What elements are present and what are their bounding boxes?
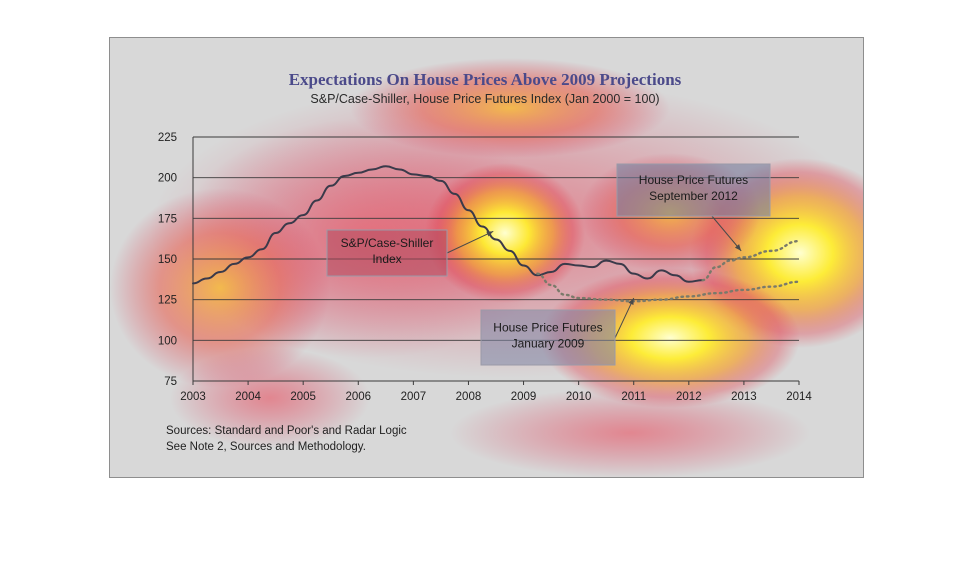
heatmap-overlay — [110, 58, 863, 477]
x-tick-2004: 2004 — [235, 391, 261, 403]
x-tick-2009: 2009 — [511, 391, 537, 403]
x-tick-2014: 2014 — [786, 391, 812, 403]
callout-text-futures-2012-0: House Price Futures — [639, 173, 748, 187]
callout-futures-2009: House Price Futures January 2009 — [480, 297, 635, 366]
x-tick-2006: 2006 — [345, 391, 371, 403]
x-tick-2011: 2011 — [621, 391, 646, 403]
callout-pointer-case-shiller — [446, 230, 494, 254]
chart-title: Expectations On House Prices Above 2009 … — [289, 70, 682, 89]
chart-frame: Expectations On House Prices Above 2009 … — [109, 37, 864, 478]
callout-case-shiller: S&P/Case-Shiller Index — [326, 229, 494, 277]
callout-text-case-shiller-0: S&P/Case-Shiller — [341, 236, 434, 250]
callout-text-futures-2009-0: House Price Futures — [493, 321, 602, 335]
y-tick-125: 125 — [158, 295, 177, 307]
y-tick-175: 175 — [158, 213, 177, 225]
sources-note: Sources: Standard and Poor's and Radar L… — [166, 425, 407, 437]
callout-pointer-futures-2009 — [614, 297, 635, 339]
x-tick-2005: 2005 — [290, 391, 316, 403]
x-axis: 2003 2004 2005 2006 2007 2008 2009 2010 2011 2012… — [180, 380, 812, 403]
y-tick-75: 75 — [164, 376, 177, 388]
series-line-2 — [536, 272, 801, 303]
callout-pointer-futures-2012 — [711, 215, 742, 252]
x-tick-2003: 2003 — [180, 391, 206, 403]
callout-box-futures-2012 — [616, 163, 771, 217]
callout-arrowhead-futures-2012 — [734, 244, 742, 251]
x-tick-2007: 2007 — [401, 391, 427, 403]
x-tick-2012: 2012 — [676, 391, 702, 403]
callout-box-futures-2009 — [480, 309, 616, 366]
y-tick-225: 225 — [158, 132, 177, 144]
x-tick-2008: 2008 — [456, 391, 482, 403]
y-tick-150: 150 — [158, 254, 177, 266]
x-tick-2010: 2010 — [566, 391, 592, 403]
methodology-note: See Note 2, Sources and Methodology. — [166, 441, 366, 453]
callout-text-futures-2012-1: September 2012 — [649, 189, 738, 203]
annotations: S&P/Case-Shiller Index House Price Futures… — [326, 163, 771, 366]
callout-arrowhead-case-shiller — [486, 231, 494, 237]
callout-arrowhead-futures-2009 — [628, 298, 634, 306]
chart: Expectations On House Prices Above 2009 … — [110, 58, 863, 477]
callout-futures-2012: House Price Futures September 2012 — [616, 163, 771, 252]
chart-subtitle: S&P/Case-Shiller, House Price Futures In… — [310, 92, 659, 106]
series-line-1 — [701, 239, 801, 282]
callout-text-futures-2009-1: January 2009 — [512, 337, 585, 351]
x-tick-2013: 2013 — [731, 391, 757, 403]
y-tick-100: 100 — [158, 335, 177, 347]
callout-box-case-shiller — [326, 229, 448, 277]
series-line-0 — [192, 165, 704, 285]
callout-text-case-shiller-1: Index — [372, 252, 401, 266]
y-axis: 75 100 125 150 175 200 225 — [158, 132, 194, 388]
y-tick-200: 200 — [158, 173, 177, 185]
series-lines — [192, 165, 801, 303]
